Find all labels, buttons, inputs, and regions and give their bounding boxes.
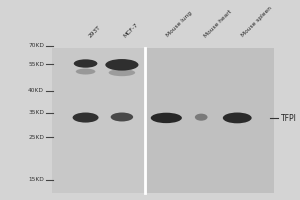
Ellipse shape	[109, 69, 135, 76]
FancyBboxPatch shape	[52, 48, 145, 193]
Text: TFPI: TFPI	[281, 114, 297, 123]
Ellipse shape	[105, 59, 139, 71]
Text: 25KD: 25KD	[28, 135, 44, 140]
Ellipse shape	[111, 113, 133, 121]
Ellipse shape	[73, 113, 99, 123]
Text: 35KD: 35KD	[28, 110, 44, 115]
Text: Mouse lung: Mouse lung	[166, 11, 193, 38]
Text: Mouse spleen: Mouse spleen	[241, 6, 273, 38]
FancyBboxPatch shape	[147, 48, 274, 193]
Text: 70KD: 70KD	[28, 43, 44, 48]
Text: Mouse heart: Mouse heart	[203, 9, 233, 38]
Text: 15KD: 15KD	[28, 177, 44, 182]
Ellipse shape	[76, 69, 95, 75]
Text: 293T: 293T	[88, 24, 102, 38]
Text: 55KD: 55KD	[28, 62, 44, 67]
Ellipse shape	[74, 59, 98, 68]
Ellipse shape	[195, 114, 208, 121]
Ellipse shape	[223, 113, 252, 123]
Text: MCF-7: MCF-7	[122, 22, 139, 38]
Text: 40KD: 40KD	[28, 88, 44, 93]
Ellipse shape	[151, 113, 182, 123]
